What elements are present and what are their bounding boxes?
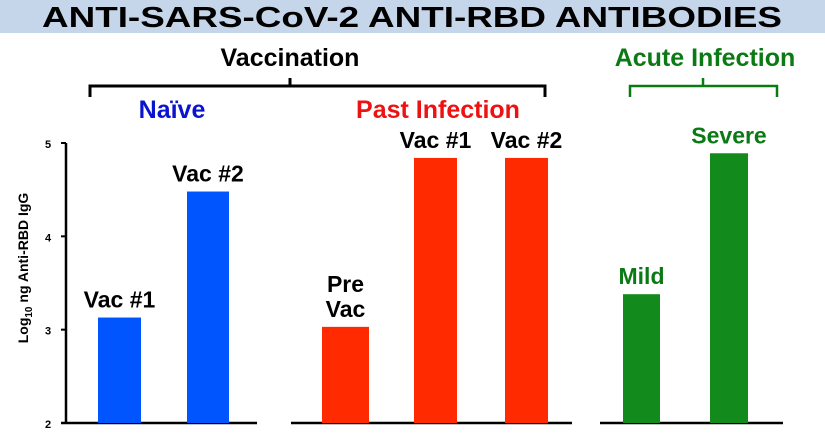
bar: [98, 317, 141, 423]
vaccination-bracket: [88, 78, 547, 97]
y-axis-label: Log10 ng Anti-RBD IgG: [15, 193, 35, 344]
acute-infection-bracket: [628, 78, 779, 97]
subgroup-label-past-infection: Past Infection: [356, 96, 520, 124]
bar: [187, 191, 229, 423]
bar: [414, 157, 457, 423]
chart-title: ANTI-SARS-CoV-2 ANTI-RBD ANTIBODIES: [42, 2, 782, 34]
group-label-vaccination: Vaccination: [221, 44, 360, 72]
bar-label: Vac: [326, 296, 366, 322]
group-label-acute-infection: Acute Infection: [615, 44, 796, 72]
bar: [623, 294, 660, 423]
bar: [505, 157, 548, 423]
y-tick-label: 3: [45, 326, 51, 338]
y-tick-label: 4: [45, 232, 52, 244]
bar-label: Vac #2: [172, 161, 244, 187]
bar-label: Severe: [691, 122, 766, 148]
title-bar: [0, 0, 825, 33]
y-tick-label: 2: [45, 419, 51, 431]
y-tick-label: 5: [45, 139, 51, 151]
bar-label: Mild: [619, 263, 665, 289]
bar-label: Pre: [327, 271, 364, 297]
bar-label: Vac #1: [400, 127, 472, 153]
subgroup-label-naive: Naïve: [139, 96, 206, 124]
bar: [710, 153, 748, 423]
bar-label: Vac #2: [491, 127, 563, 153]
bar: [322, 326, 369, 423]
bar-label: Vac #1: [84, 287, 156, 313]
